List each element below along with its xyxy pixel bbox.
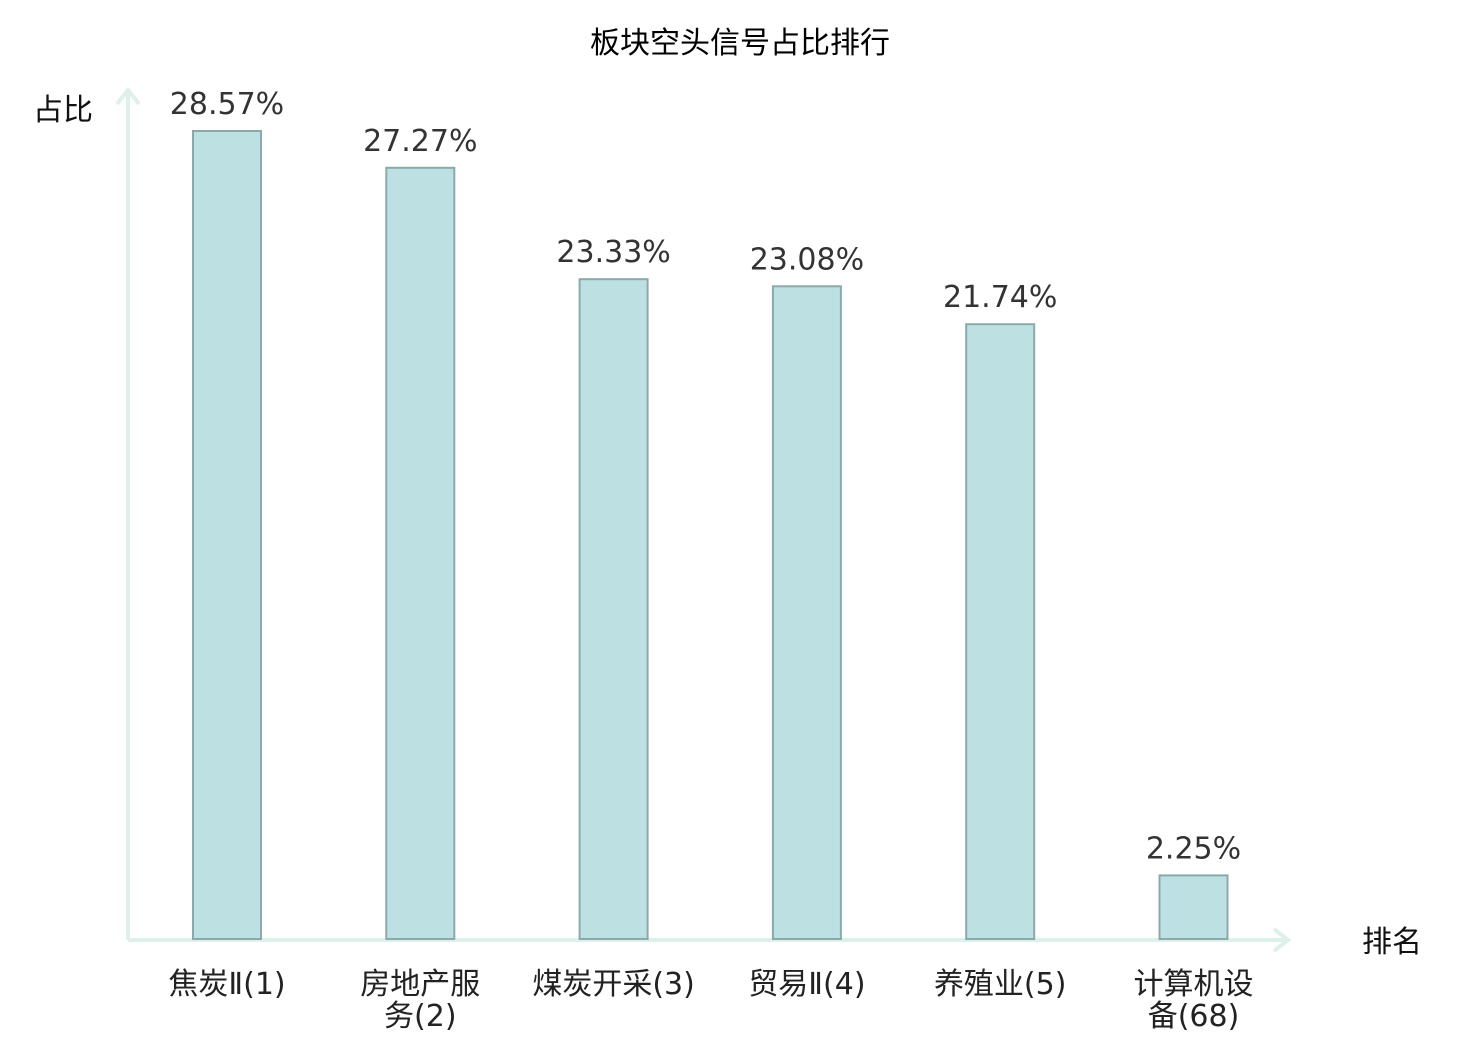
- bars: [192, 130, 1229, 941]
- category-label: 备(68): [1148, 999, 1240, 1034]
- data-label: 27.27%: [363, 124, 477, 159]
- data-label: 23.33%: [556, 235, 670, 270]
- x-axis-title: 排名: [1362, 925, 1422, 960]
- value-labels: 28.57% 27.27% 23.33% 23.08% 21.74% 2.25%: [170, 87, 1241, 866]
- chart-title: 板块空头信号占比排行: [590, 26, 890, 61]
- category-label: 焦炭Ⅱ(1): [168, 967, 285, 1002]
- category-label: 计算机设: [1134, 967, 1254, 1002]
- bar: [192, 130, 262, 940]
- y-axis-title: 占比: [33, 93, 93, 128]
- data-label: 28.57%: [170, 87, 284, 122]
- y-axis-arrow: [115, 86, 141, 106]
- bar: [965, 323, 1036, 940]
- category-label: 煤炭开采(3): [532, 967, 695, 1002]
- data-label: 21.74%: [943, 280, 1057, 315]
- bar: [1158, 874, 1229, 941]
- category-label: 贸易Ⅱ(4): [748, 967, 865, 1002]
- x-axis-arrow: [1272, 927, 1292, 953]
- category-label: 养殖业(5): [934, 967, 1067, 1002]
- bar: [385, 166, 456, 941]
- category-label: 务(2): [384, 999, 457, 1034]
- data-label: 2.25%: [1146, 831, 1241, 866]
- category-label: 房地产服: [360, 967, 480, 1002]
- data-label: 23.08%: [750, 242, 864, 277]
- bar: [578, 278, 649, 940]
- bar: [771, 285, 842, 940]
